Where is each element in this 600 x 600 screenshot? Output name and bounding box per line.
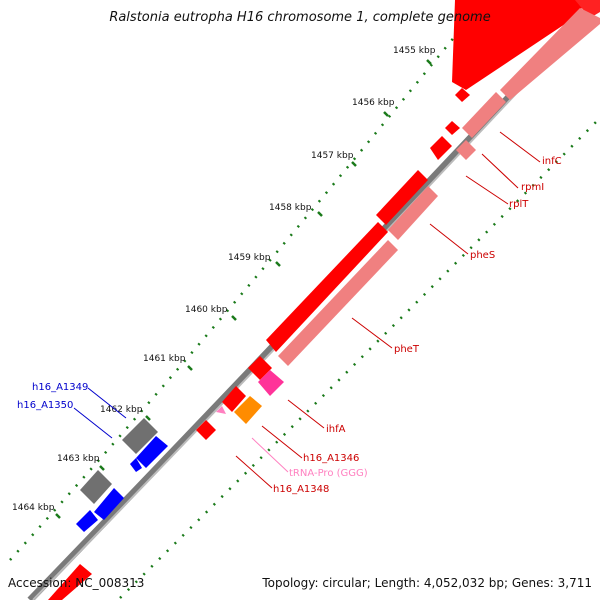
gene-feature-gray	[80, 470, 112, 504]
gene-label-rplT: rplT	[509, 199, 529, 210]
blue-gray-features[interactable]	[76, 418, 168, 532]
tick-label: 1455 kbp	[393, 46, 436, 56]
tick-mark	[351, 161, 357, 167]
gene-label-pheT: pheT	[394, 344, 420, 355]
gene-label-h16-A1350: h16_A1350	[17, 400, 73, 411]
gene-feature	[48, 564, 92, 600]
tick-mark	[383, 111, 389, 117]
gene-feature-tRNA	[216, 406, 226, 414]
tick-mark	[231, 315, 237, 321]
tick-mark	[145, 415, 151, 421]
gene-feature	[278, 240, 398, 366]
tick-marks	[55, 59, 432, 519]
tick-mark	[99, 465, 105, 471]
tick-mark	[275, 261, 281, 267]
gene-feature-rpmI	[445, 121, 460, 135]
gene-feature	[500, 8, 600, 100]
gene-feature	[462, 92, 506, 138]
tick-mark	[187, 365, 193, 371]
gene-feature-rplT	[430, 136, 452, 160]
gene-label-pheS: pheS	[470, 250, 495, 261]
gene-feature-pheT	[266, 222, 388, 352]
gene-feature-gray	[122, 418, 158, 454]
gene-label-h16-A1346: h16_A1346	[303, 453, 359, 464]
accession-text: Accession: NC_008313	[8, 576, 144, 590]
genome-summary-text: Topology: circular; Length: 4,052,032 bp…	[261, 576, 592, 590]
tick-mark	[55, 513, 61, 519]
gene-feature-pheS	[376, 170, 428, 225]
gene-label-ihfA: ihfA	[326, 424, 346, 435]
tick-label: 1461 kbp	[143, 354, 186, 364]
gene-feature-blue	[94, 488, 124, 520]
label-connectors	[73, 131, 541, 489]
gene-feature	[388, 186, 438, 240]
tick-label: 1458 kbp	[269, 203, 312, 213]
gene-feature-blue	[76, 510, 98, 532]
gene-feature-h16_A1346	[222, 386, 246, 412]
tick-mark	[426, 59, 432, 65]
tick-label: 1464 kbp	[12, 503, 55, 513]
outer-tick-ring	[9, 29, 461, 561]
gene-label-infC: infC	[542, 156, 562, 167]
tick-label: 1457 kbp	[311, 151, 354, 161]
gene-feature-h16_A1349	[136, 436, 168, 468]
gene-label-h16-A1348: h16_A1348	[273, 484, 329, 495]
gene-feature-h16_A1348	[196, 420, 216, 440]
tick-label: 1456 kbp	[352, 98, 395, 108]
gene-label-trna-pro: tRNA-Pro (GGG)	[289, 468, 368, 479]
tick-label: 1462 kbp	[100, 405, 143, 415]
map-title: Ralstonia eutropha H16 chromosome 1, com…	[109, 10, 490, 25]
tick-mark	[317, 211, 323, 217]
tick-label: 1459 kbp	[228, 253, 271, 263]
tick-label: 1460 kbp	[185, 305, 228, 315]
gene-feature	[455, 88, 470, 102]
gene-label-h16-A1349: h16_A1349	[32, 382, 88, 393]
tick-labels: 1455 kbp 1456 kbp 1457 kbp 1458 kbp 1459…	[12, 46, 436, 513]
gene-feature-h16_A1350	[130, 458, 142, 472]
gene-labels: infC rpmI rplT pheS pheT ihfA h16_A1346 …	[17, 156, 562, 495]
reverse-strand-features[interactable]	[216, 8, 600, 424]
gene-feature	[456, 140, 476, 160]
gene-feature-infC-block	[452, 0, 590, 90]
tick-label: 1463 kbp	[57, 454, 100, 464]
gene-feature-h16_A1346-orange	[234, 396, 262, 424]
gene-label-rpmI: rpmI	[521, 182, 544, 193]
gene-feature	[575, 0, 600, 18]
gene-feature-ihfA	[258, 370, 284, 396]
